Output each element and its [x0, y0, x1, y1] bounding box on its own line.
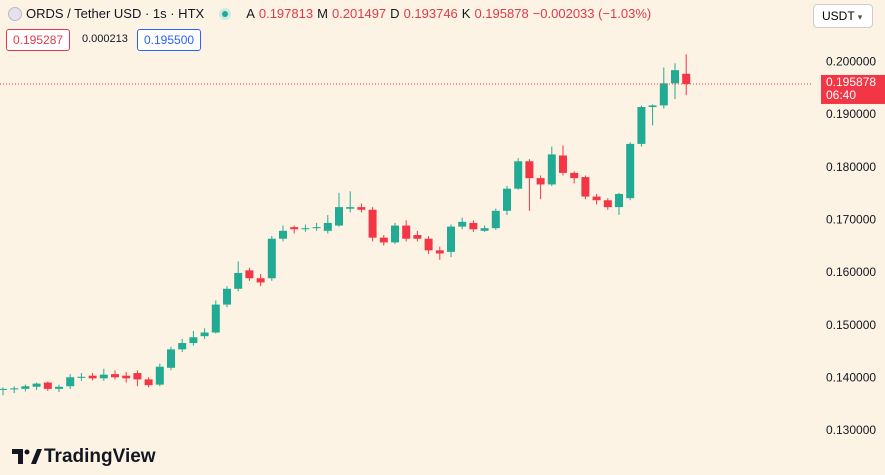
candle-body: [637, 107, 646, 144]
candle-body: [581, 177, 590, 197]
candle-body: [469, 222, 478, 230]
price-label-bg: [821, 74, 885, 104]
candle-body: [223, 288, 231, 305]
currency-select[interactable]: USDT ▾: [813, 4, 873, 28]
candle-body: [88, 375, 97, 379]
candle-body: [525, 161, 534, 179]
candle-body: [346, 207, 355, 209]
candle-body: [256, 278, 265, 283]
candle-body: [547, 154, 556, 185]
candle-body: [290, 227, 299, 230]
candle-body: [279, 230, 287, 239]
candle-body: [424, 238, 433, 251]
candle-body: [391, 225, 399, 243]
candle-body: [155, 366, 164, 385]
candle-body: [167, 349, 175, 368]
close-value: 0.195878: [474, 6, 529, 21]
candle-body: [234, 272, 243, 289]
change: −0.002033 (−1.03%): [532, 6, 652, 21]
candle-body: [245, 270, 254, 279]
symbol: ORDS / Tether USD · 1s · HTX: [26, 6, 205, 21]
candle-body: [379, 237, 388, 243]
status-dot: [219, 7, 232, 20]
candle-body: [10, 388, 19, 390]
candle-body: [99, 374, 108, 379]
candle-body: [671, 70, 679, 84]
candle-body: [111, 374, 119, 378]
candle-body: [559, 155, 567, 173]
y-tick-label: 0.170000: [826, 212, 876, 226]
symbol-icon: [8, 6, 22, 21]
candle-body: [189, 337, 198, 344]
candle-body: [480, 228, 489, 231]
candle-body: [682, 73, 691, 84]
candle-body: [323, 222, 332, 231]
candle-body: [435, 250, 444, 254]
y-tick-label: 0.150000: [826, 318, 876, 332]
currency: USDT: [822, 9, 855, 23]
sell-button[interactable]: 0.195287: [6, 29, 71, 51]
candle-body: [21, 386, 30, 389]
high-value: 0.201497: [331, 6, 387, 21]
countdown: 06:40: [826, 88, 856, 102]
candle-body: [211, 304, 220, 333]
candle-body: [267, 238, 276, 279]
low-value: 0.193746: [403, 6, 458, 21]
candle-body: [335, 207, 343, 226]
candle-body: [200, 332, 209, 337]
candle-body: [0, 388, 7, 390]
candle-body: [402, 225, 411, 239]
close-label: K: [461, 6, 471, 21]
candle-body: [458, 221, 467, 227]
candle-body: [503, 188, 511, 211]
candle-body: [592, 196, 601, 201]
y-tick-label: 0.200000: [826, 54, 876, 68]
candle-body: [133, 373, 142, 380]
candle-body: [603, 200, 612, 208]
y-tick-label: 0.130000: [826, 423, 876, 437]
candle-body: [66, 377, 75, 387]
open-value: 0.197813: [258, 6, 314, 21]
spread: 0.000213: [82, 33, 128, 45]
buy-button[interactable]: 0.195500: [137, 29, 202, 51]
candle-body: [536, 178, 545, 185]
candle-body: [570, 172, 579, 179]
candle-body: [368, 209, 377, 238]
candle-body: [447, 226, 455, 252]
candle-body: [301, 228, 310, 230]
candle-body: [514, 161, 523, 189]
open-label: A: [246, 6, 255, 21]
low-label: D: [390, 6, 400, 21]
y-tick-label: 0.180000: [826, 160, 876, 174]
candle-body: [648, 105, 657, 108]
y-tick-label: 0.160000: [826, 265, 876, 279]
candle-body: [178, 343, 187, 350]
candle-body: [626, 143, 635, 199]
high-label: M: [317, 6, 328, 21]
candle-body: [659, 83, 668, 106]
candle-body: [43, 382, 52, 389]
candle-body: [32, 383, 41, 387]
candle-body: [55, 386, 63, 389]
candle-body: [312, 227, 321, 229]
candle-body: [615, 193, 623, 208]
y-tick-label: 0.190000: [826, 107, 876, 121]
candle-body: [491, 210, 500, 229]
header: ORDS / Tether USD · 1s · HTX A 0.197813 M…: [8, 6, 651, 21]
brand-logo: TradingView: [12, 446, 156, 467]
candle-body: [413, 235, 422, 239]
candle-body: [357, 207, 366, 210]
y-tick-label: 0.140000: [826, 371, 876, 385]
candle-body: [77, 376, 86, 378]
candle-body: [144, 379, 153, 386]
candle-body: [122, 375, 131, 379]
price-label: 0.195878: [826, 75, 876, 89]
brand: TradingView: [44, 446, 156, 467]
